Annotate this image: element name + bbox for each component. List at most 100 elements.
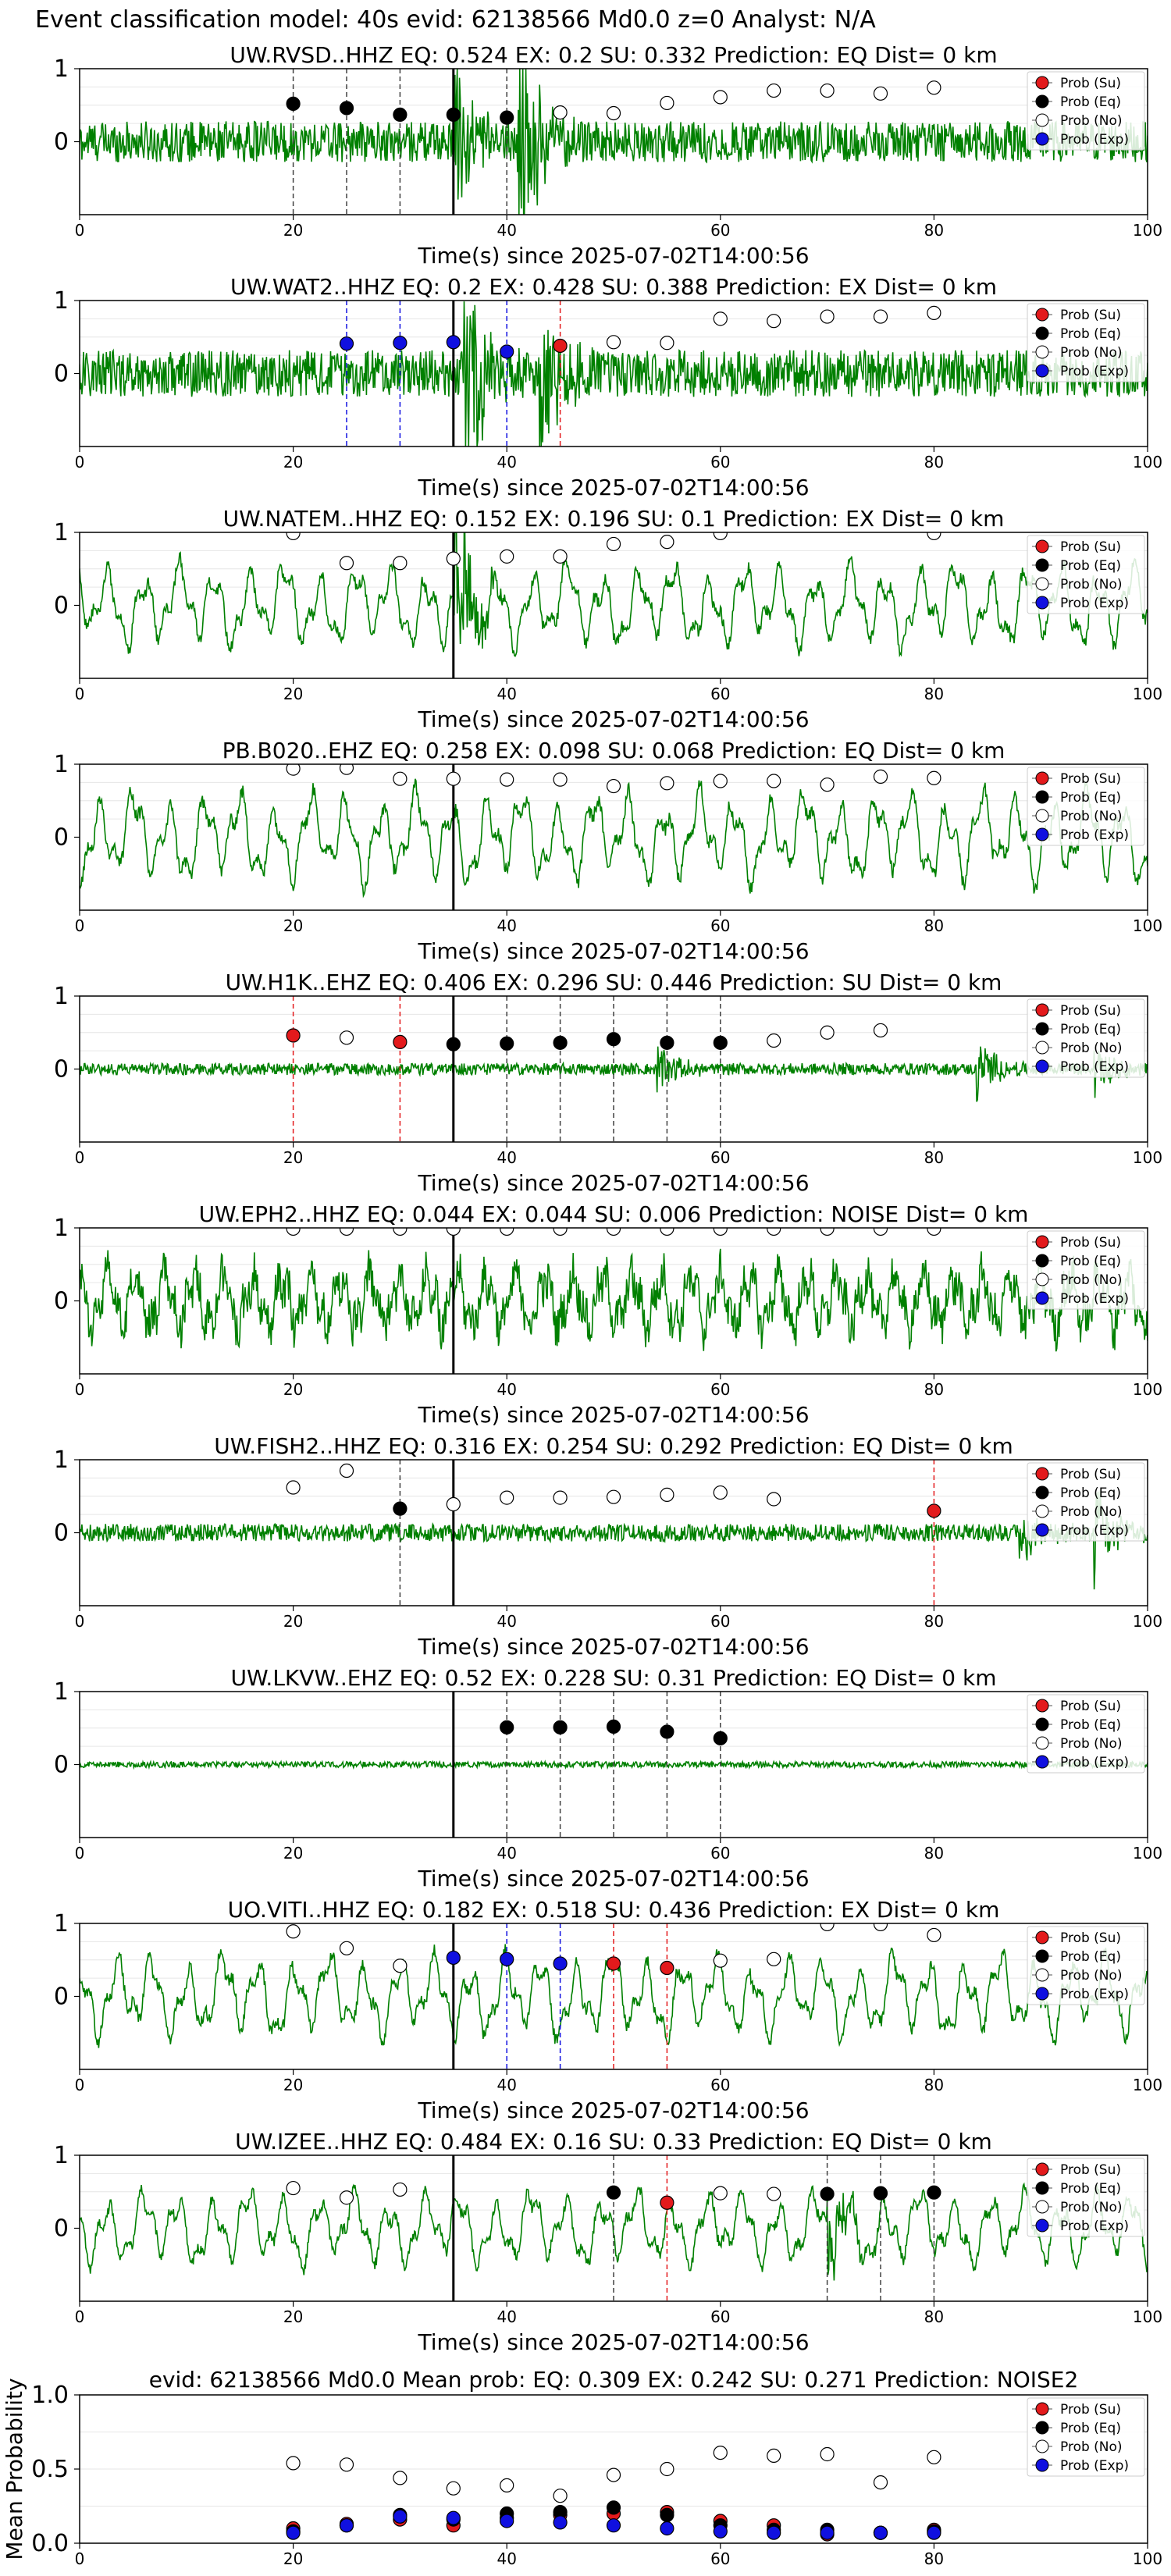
legend-marker-no — [1035, 345, 1049, 359]
prob-marker-no — [873, 309, 888, 324]
prob-marker-no — [286, 764, 301, 776]
legend-label-su: Prob (Su) — [1060, 1003, 1121, 1019]
waveform-trace — [80, 532, 1148, 658]
prob-marker-no — [553, 549, 568, 564]
prob-marker-exp — [446, 335, 461, 350]
legend-marker-exp — [1035, 132, 1049, 146]
waveform-panel: 0 20 40 60 80 100 0 1 Prob (Su) Prob (Eq) Prob (No… — [54, 1201, 1162, 1428]
prob-marker-no — [820, 1923, 835, 1932]
prob-marker-eq — [393, 1501, 408, 1516]
legend-marker-no — [1035, 1504, 1049, 1518]
x-tick-label: 80 — [924, 685, 944, 703]
panel-title: UO.VITI..HHZ EQ: 0.182 EX: 0.518 SU: 0.4… — [228, 1897, 1000, 1923]
prob-marker-su — [553, 338, 568, 354]
prob-marker-no — [500, 1490, 514, 1505]
x-tick-label: 100 — [1133, 221, 1162, 240]
waveform-trace — [80, 69, 1148, 215]
x-tick-label: 80 — [924, 1612, 944, 1631]
prob-marker-no — [500, 549, 514, 564]
prob-marker-eq — [927, 2185, 941, 2200]
prob-marker-no — [820, 309, 835, 324]
x-tick-label: 20 — [283, 1612, 303, 1631]
x-tick-label: 20 — [283, 1380, 303, 1399]
x-tick-label: 40 — [497, 2076, 516, 2094]
prob-marker-no — [713, 1953, 728, 1968]
legend-marker-no — [1035, 1272, 1049, 1286]
x-tick-label: 60 — [710, 2307, 730, 2326]
legend-label-eq: Prob (Eq) — [1060, 1254, 1121, 1269]
legend-marker-exp — [1035, 1987, 1049, 2001]
prob-marker-eq — [446, 1037, 461, 1051]
x-tick-label: 40 — [497, 1612, 516, 1631]
legend-label-no: Prob (No) — [1060, 113, 1123, 129]
axes-frame — [79, 1227, 1148, 1375]
x-tick-label: 20 — [283, 1148, 303, 1167]
prob-marker-eq — [500, 1036, 514, 1051]
panel-title: UW.EPH2..HHZ EQ: 0.044 EX: 0.044 SU: 0.0… — [199, 1201, 1029, 1227]
prob-marker-no — [446, 771, 461, 786]
x-tick-label: 0 — [75, 916, 85, 935]
waveform-panel: 0 20 40 60 80 100 0 1 Prob (Su) Prob (Eq) Prob (No… — [54, 42, 1162, 269]
prob-marker-no — [553, 105, 568, 120]
plot-area — [80, 764, 1148, 910]
prob-marker-eq — [286, 96, 301, 111]
x-tick-label: 100 — [1133, 2307, 1162, 2326]
mean-marker-exp — [286, 2525, 301, 2540]
prob-marker-no — [873, 1923, 888, 1932]
prob-marker-no — [500, 1228, 514, 1236]
mean-marker-no — [820, 2446, 835, 2462]
y-tick-label: 1 — [54, 287, 69, 315]
y-tick-label: 1.0 — [31, 2382, 69, 2409]
x-tick-label: 100 — [1133, 1612, 1162, 1631]
legend-box — [1027, 303, 1145, 382]
legend-marker-exp — [1035, 827, 1049, 841]
x-tick-label: 0 — [75, 1380, 85, 1399]
legend-marker-su — [1035, 2162, 1049, 2176]
x-tick-label: 80 — [924, 1380, 944, 1399]
prob-marker-no — [660, 535, 674, 550]
prob-marker-no — [767, 314, 781, 329]
prob-marker-no — [606, 1228, 621, 1236]
legend-marker-exp — [1035, 364, 1049, 378]
x-tick-label: 60 — [710, 221, 730, 240]
legend-box — [1027, 1230, 1145, 1310]
prob-marker-no — [767, 1033, 781, 1048]
prob-marker-no — [339, 2190, 354, 2205]
prob-marker-eq — [713, 1731, 728, 1745]
waveform-panel: 0 20 40 60 80 100 0 1 Prob (Su) Prob (Eq) Prob (No… — [54, 274, 1162, 500]
legend-label-su: Prob (Su) — [1060, 1467, 1121, 1482]
legend-label-eq: Prob (Eq) — [1060, 1485, 1121, 1501]
legend-marker-no — [1035, 2200, 1049, 2214]
x-tick-label: 100 — [1133, 1844, 1162, 1863]
legend-marker-su — [1035, 1235, 1049, 1249]
legend-label-no: Prob (No) — [1060, 2200, 1123, 2215]
prob-marker-eq — [393, 107, 408, 123]
mean-marker-exp — [713, 2524, 728, 2539]
prob-marker-no — [873, 1228, 888, 1236]
waveform-trace — [80, 1248, 1148, 1352]
plot-area — [80, 996, 1148, 1142]
waveform-trace — [80, 778, 1148, 898]
x-tick-label: 0 — [75, 1148, 85, 1167]
prob-marker-no — [767, 1492, 781, 1507]
prob-marker-no — [286, 2180, 301, 2196]
prob-marker-no — [446, 551, 461, 566]
legend-label-no: Prob (No) — [1060, 1272, 1123, 1288]
prob-marker-su — [660, 1960, 674, 1976]
mean-marker-no — [927, 2450, 941, 2464]
x-tick-label: 60 — [710, 1612, 730, 1631]
prob-marker-no — [606, 1489, 621, 1504]
legend-label-su: Prob (Su) — [1060, 2402, 1121, 2418]
prob-marker-no — [339, 1463, 354, 1478]
legend-marker-eq — [1035, 1254, 1049, 1268]
mean-marker-no — [286, 2456, 301, 2471]
legend-label-eq: Prob (Eq) — [1060, 2421, 1121, 2436]
x-tick-label: 80 — [924, 2549, 944, 2568]
mean-panel-title: evid: 62138566 Md0.0 Mean prob: EQ: 0.30… — [149, 2367, 1079, 2393]
legend-label-exp: Prob (Exp) — [1060, 1755, 1129, 1770]
mean-marker-no — [393, 2471, 408, 2485]
y-tick-label: 0 — [54, 592, 69, 620]
x-tick-label: 100 — [1133, 916, 1162, 935]
legend-marker-exp — [1035, 1059, 1049, 1073]
mean-marker-eq — [660, 2507, 674, 2522]
